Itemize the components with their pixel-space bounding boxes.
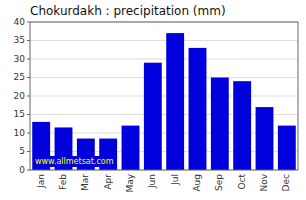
x-tick-label: Oct — [237, 174, 247, 190]
x-tick-label: Apr — [103, 174, 113, 190]
y-tick-label: 10 — [14, 128, 26, 138]
grid-line — [30, 59, 298, 60]
chart-container: 0 5 10 15 20 25 30 35 40 Jan Feb Mar Apr May Jun Jul Aug… — [0, 0, 306, 200]
bar — [122, 126, 140, 170]
y-tick-label: 0 — [19, 165, 25, 175]
x-tick-label: Nov — [259, 173, 269, 191]
plot-frame — [30, 22, 298, 170]
grid-line — [30, 77, 298, 78]
grid-line — [30, 96, 298, 97]
annotation-group: www.allmetsat.com — [33, 156, 116, 167]
bar — [189, 48, 207, 170]
x-tick-label: Aug — [192, 174, 202, 192]
y-axis: 0 5 10 15 20 25 30 35 40 — [14, 17, 30, 175]
x-tick-label: May — [125, 173, 135, 192]
y-tick-label: 40 — [14, 17, 26, 27]
chart-svg: 0 5 10 15 20 25 30 35 40 Jan Feb Mar Apr May Jun Jul Aug… — [0, 0, 306, 200]
annotation: www.allmetsat.com — [35, 157, 114, 166]
bar — [278, 126, 296, 170]
bar — [211, 78, 229, 171]
x-tick-label: Feb — [58, 174, 68, 190]
x-tick-label: Sep — [214, 174, 224, 191]
grid-line — [30, 40, 298, 41]
y-tick-label: 35 — [14, 35, 25, 45]
y-tick-label: 5 — [19, 146, 25, 156]
x-tick-label: Jan — [36, 174, 46, 189]
bars — [32, 33, 296, 170]
bar — [144, 63, 162, 170]
bar — [233, 81, 251, 170]
title: Chokurdakh : precipitation (mm) — [30, 4, 226, 18]
annotation-background — [33, 156, 116, 167]
x-tick-label: Dec — [281, 174, 291, 191]
bar — [256, 107, 274, 170]
x-axis: Jan Feb Mar Apr May Jun Jul Aug Sep Oct Nov Dec — [36, 173, 292, 192]
y-tick-label: 25 — [14, 72, 25, 82]
bar — [166, 33, 184, 170]
x-tick-label: Jun — [147, 174, 157, 189]
y-tick-label: 15 — [14, 109, 25, 119]
grid — [30, 22, 298, 170]
y-tick-label: 20 — [14, 91, 26, 101]
x-tick-label: Jul — [170, 174, 180, 186]
y-tick-label: 30 — [14, 54, 26, 64]
x-tick-label: Mar — [80, 174, 90, 191]
